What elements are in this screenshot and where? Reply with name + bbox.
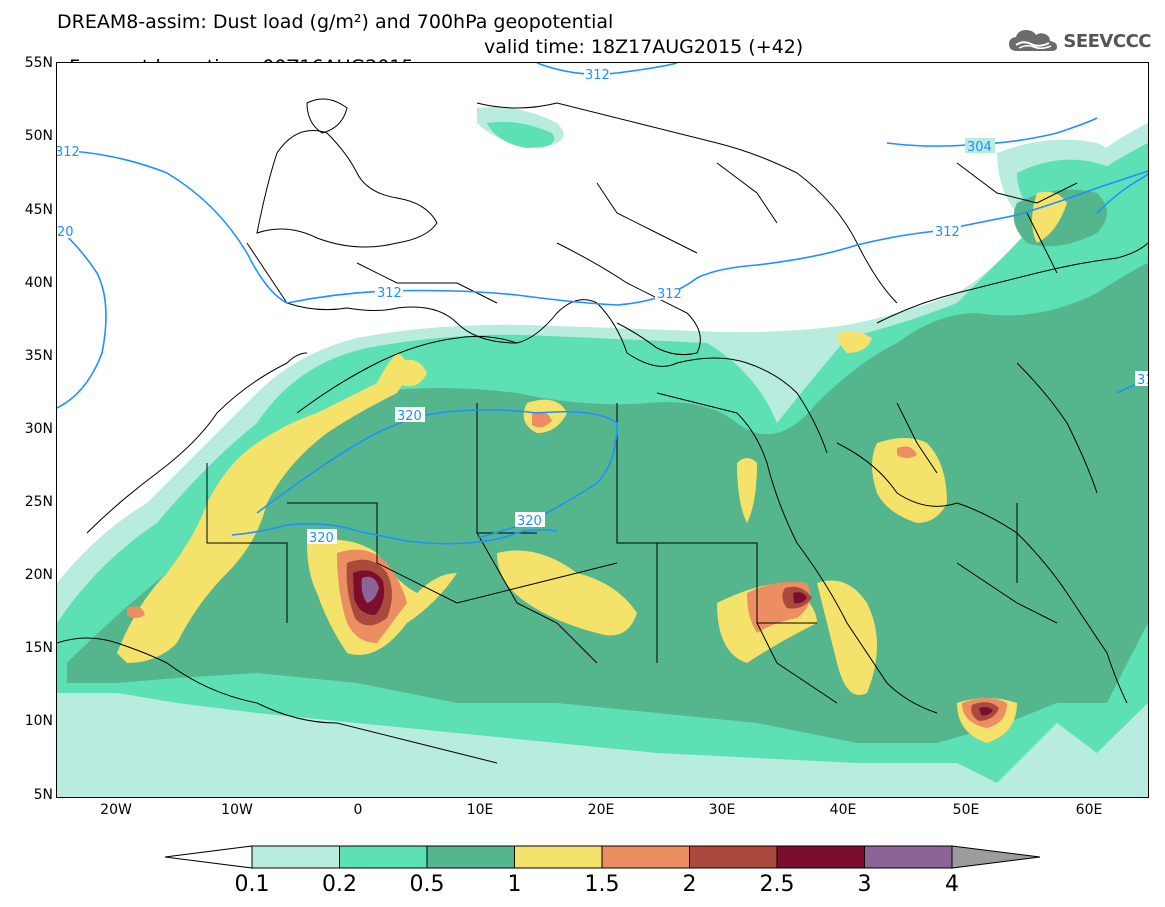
lon-label: 20E <box>587 802 615 818</box>
lat-label: 30N <box>24 421 53 437</box>
contour-label: 320 <box>309 531 334 546</box>
lon-label: 50E <box>952 802 980 818</box>
colorbar-segment <box>864 845 953 869</box>
lat-label: 50N <box>24 128 53 144</box>
contour-label: 312 <box>585 68 610 83</box>
valid-time: valid time: 18Z17AUG2015 (+42) <box>484 36 804 58</box>
lon-label: 40E <box>829 802 857 818</box>
lon-label: 10E <box>466 802 494 818</box>
colorbar-segment <box>426 845 515 869</box>
coastlines-borders <box>57 98 1148 764</box>
dust-field-3 <box>361 576 379 603</box>
lon-label: 60E <box>1075 802 1103 818</box>
map-canvas: 312 312 304 312 20 312 312 320 320 320 3… <box>57 63 1148 797</box>
colorbar-tick-label: 1 <box>507 872 522 897</box>
contour-label: 312 <box>57 145 80 160</box>
map-title: DREAM8-assim: Dust load (g/m²) and 700hP… <box>57 11 614 33</box>
contour-label: 320 <box>397 409 422 424</box>
colorbar-low-arrow <box>164 845 253 869</box>
contour-label: 312 <box>377 286 402 301</box>
contour-label: 312 <box>935 225 960 240</box>
lat-label: 40N <box>24 275 53 291</box>
colorbar-tick-label: 2 <box>682 872 697 897</box>
seevccc-logo: SEEVCCC <box>1007 27 1151 55</box>
lon-label: 10W <box>221 802 253 818</box>
colorbar-segment <box>601 845 690 869</box>
colorbar-tick-label: 1.5 <box>584 872 620 897</box>
contour-label: 312 <box>657 287 682 302</box>
contour-label: 304 <box>967 140 992 155</box>
contour-labels: 312 312 304 312 20 312 312 320 320 320 3… <box>57 66 1148 546</box>
lon-label: 20W <box>100 802 132 818</box>
colorbar-tick-label: 4 <box>945 872 959 897</box>
colorbar-high-arrow <box>951 845 1041 869</box>
lat-label: 15N <box>24 640 53 656</box>
lat-label: 10N <box>24 713 53 729</box>
colorbar-tick-label: 0.2 <box>322 872 357 897</box>
colorbar-segment <box>339 845 428 869</box>
colorbar-segment <box>776 845 865 869</box>
colorbar-tick-label: 3 <box>857 872 872 897</box>
colorbar-segment <box>251 845 340 869</box>
contour-label: 20 <box>57 225 74 240</box>
lat-label: 25N <box>24 494 53 510</box>
colorbar-tick-label: 2.5 <box>759 872 795 897</box>
colorbar-tick-label: 0.5 <box>409 872 445 897</box>
contour-label: 320 <box>517 514 542 529</box>
geopotential-contours <box>57 63 1148 545</box>
colorbar-segment <box>514 845 603 869</box>
contour-label: 31 <box>1137 373 1148 388</box>
lat-label: 20N <box>24 567 53 583</box>
lat-label: 45N <box>24 202 53 218</box>
logo-text: SEEVCCC <box>1063 30 1151 52</box>
lat-label: 5N <box>33 787 53 803</box>
dust-load-map: 312 312 304 312 20 312 312 320 320 320 3… <box>57 63 1148 797</box>
lat-label: 35N <box>24 348 53 364</box>
cloud-icon <box>1009 30 1058 51</box>
colorbar-segment <box>689 845 778 869</box>
lon-label: 30E <box>708 802 736 818</box>
colorbar-tick-label: 0.1 <box>234 872 270 897</box>
lon-label: 0 <box>353 802 363 818</box>
lat-label: 55N <box>24 55 53 71</box>
